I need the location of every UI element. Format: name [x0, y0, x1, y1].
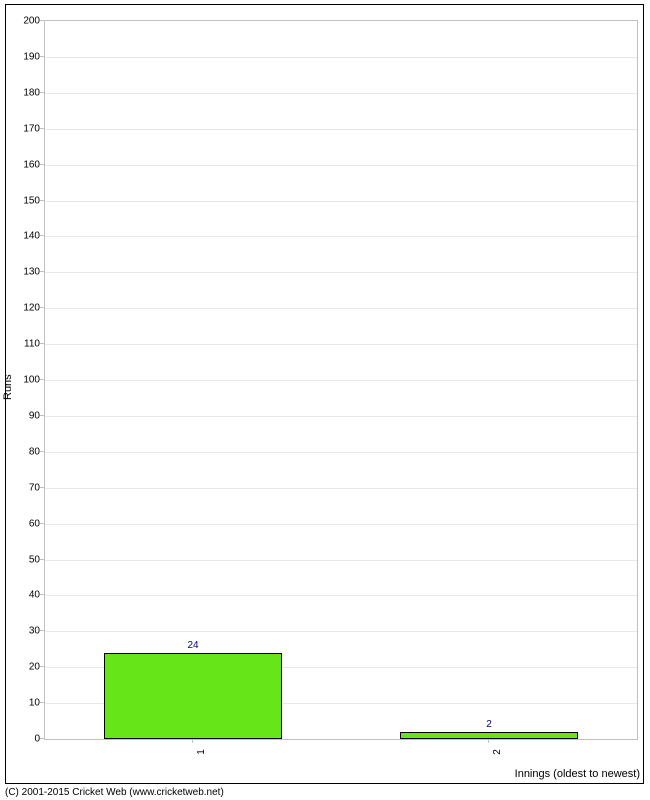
y-tick-mark [40, 56, 44, 57]
gridline [45, 57, 637, 58]
copyright-text: (C) 2001-2015 Cricket Web (www.cricketwe… [5, 787, 224, 798]
y-tick-label: 170 [10, 123, 40, 134]
y-tick-label: 90 [10, 410, 40, 421]
gridline [45, 380, 637, 381]
y-tick-label: 50 [10, 554, 40, 565]
gridline [45, 452, 637, 453]
y-tick-label: 150 [10, 195, 40, 206]
y-tick-mark [40, 271, 44, 272]
bar [400, 732, 578, 739]
y-tick-label: 60 [10, 518, 40, 529]
gridline [45, 129, 637, 130]
bar-value-label: 24 [187, 640, 198, 651]
gridline [45, 236, 637, 237]
gridline [45, 524, 637, 525]
y-tick-mark [40, 343, 44, 344]
y-tick-label: 120 [10, 303, 40, 314]
gridline [45, 308, 637, 309]
y-tick-label: 30 [10, 626, 40, 637]
y-tick-label: 160 [10, 159, 40, 170]
y-tick-mark [40, 559, 44, 560]
y-tick-mark [40, 738, 44, 739]
gridline [45, 595, 637, 596]
y-tick-label: 130 [10, 267, 40, 278]
y-tick-label: 180 [10, 87, 40, 98]
y-tick-mark [40, 666, 44, 667]
y-tick-mark [40, 523, 44, 524]
y-tick-label: 200 [10, 16, 40, 27]
y-tick-label: 190 [10, 51, 40, 62]
y-tick-label: 70 [10, 482, 40, 493]
gridline [45, 93, 637, 94]
gridline [45, 272, 637, 273]
y-tick-mark [40, 487, 44, 488]
gridline [45, 416, 637, 417]
y-tick-label: 140 [10, 231, 40, 242]
y-tick-mark [40, 235, 44, 236]
gridline [45, 488, 637, 489]
y-tick-label: 80 [10, 446, 40, 457]
x-tick-label: 1 [196, 749, 207, 755]
gridline [45, 165, 637, 166]
plot-area: 24 2 [44, 20, 638, 740]
y-tick-mark [40, 630, 44, 631]
y-tick-label: 20 [10, 662, 40, 673]
y-tick-mark [40, 594, 44, 595]
y-tick-label: 110 [10, 339, 40, 350]
x-axis-title: Innings (oldest to newest) [515, 768, 640, 780]
y-tick-mark [40, 415, 44, 416]
y-tick-mark [40, 451, 44, 452]
x-tick-label: 2 [492, 749, 503, 755]
y-tick-label: 10 [10, 698, 40, 709]
y-tick-mark [40, 164, 44, 165]
y-tick-mark [40, 702, 44, 703]
gridline [45, 201, 637, 202]
y-tick-mark [40, 128, 44, 129]
x-tick-mark [488, 739, 489, 743]
y-tick-label: 100 [10, 375, 40, 386]
x-tick-mark [192, 739, 193, 743]
y-tick-mark [40, 20, 44, 21]
bar [104, 653, 282, 739]
y-tick-mark [40, 307, 44, 308]
chart-container: 242 Runs Innings (oldest to newest) (C) … [0, 0, 650, 800]
y-tick-label: 40 [10, 590, 40, 601]
y-tick-mark [40, 92, 44, 93]
gridline [45, 344, 637, 345]
gridline [45, 631, 637, 632]
y-tick-mark [40, 379, 44, 380]
y-tick-label: 0 [10, 734, 40, 745]
y-tick-mark [40, 200, 44, 201]
gridline [45, 560, 637, 561]
bar-value-label: 2 [486, 719, 492, 730]
